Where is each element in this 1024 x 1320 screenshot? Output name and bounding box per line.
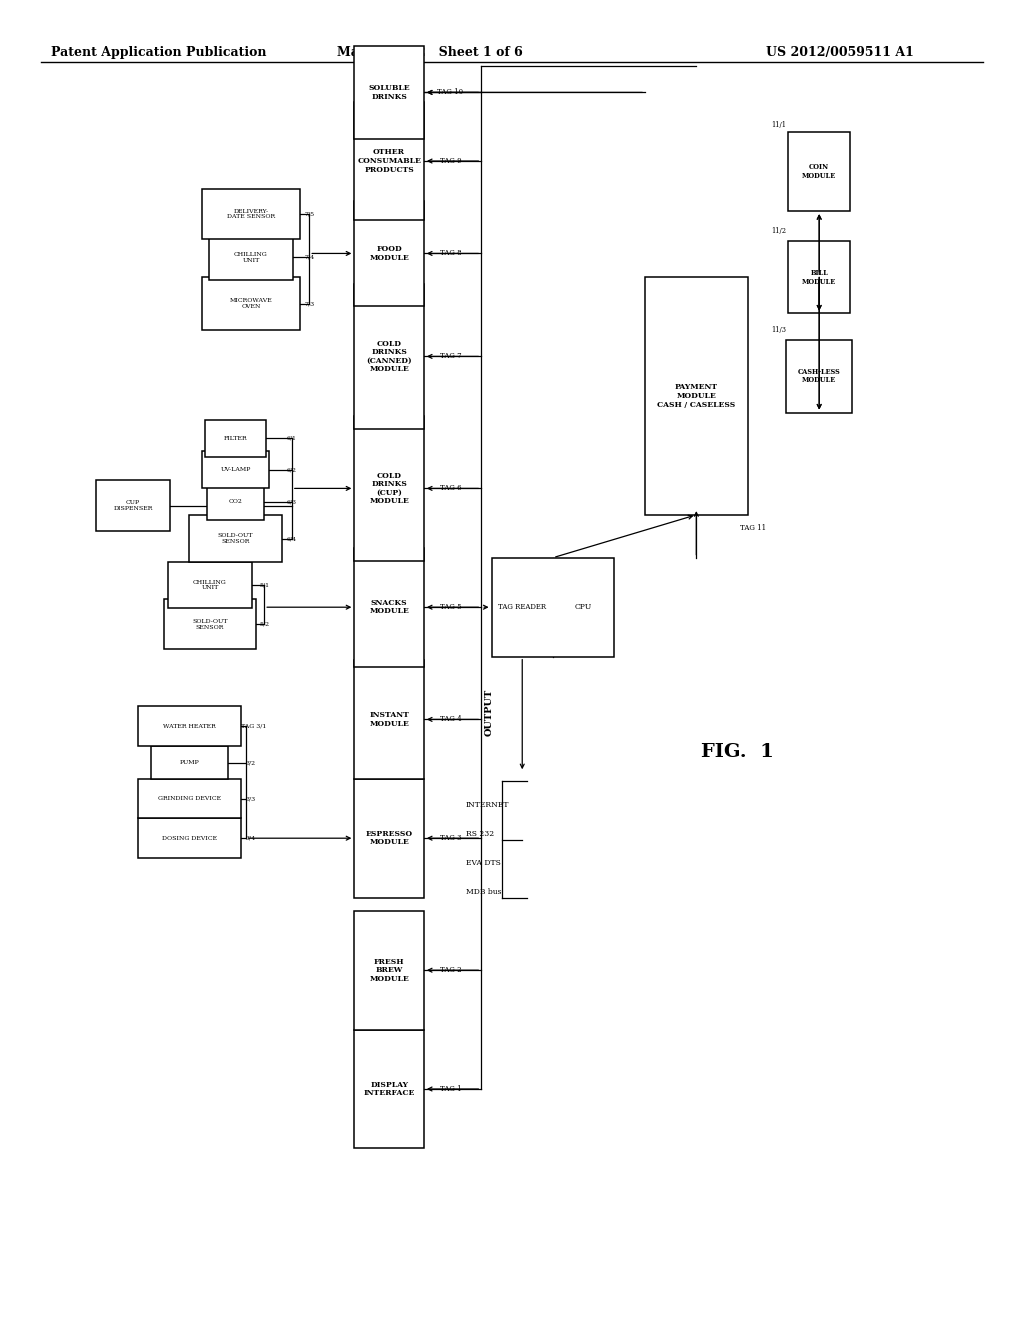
Text: MDB bus: MDB bus: [466, 888, 502, 896]
Text: SOLD-OUT
SENSOR: SOLD-OUT SENSOR: [218, 533, 253, 544]
Text: ESPRESSO
MODULE: ESPRESSO MODULE: [366, 830, 413, 846]
Text: WATER HEATER: WATER HEATER: [163, 723, 216, 729]
Text: TAG 10: TAG 10: [437, 88, 464, 96]
Text: DELIVERY-
DATE SENSOR: DELIVERY- DATE SENSOR: [227, 209, 274, 219]
Text: TAG 5: TAG 5: [439, 603, 462, 611]
Text: DOSING DEVICE: DOSING DEVICE: [162, 836, 217, 841]
Text: 7/4: 7/4: [304, 255, 314, 260]
Bar: [354, 911, 424, 1030]
Text: SOLD-OUT
SENSOR: SOLD-OUT SENSOR: [193, 619, 227, 630]
Text: 7/3: 7/3: [304, 301, 314, 306]
Bar: [203, 451, 268, 488]
Text: OUTPUT: OUTPUT: [485, 689, 494, 737]
Text: 3/3: 3/3: [246, 796, 256, 801]
Text: FRESH
BREW
MODULE: FRESH BREW MODULE: [370, 957, 409, 983]
Text: Mar. 8, 2012   Sheet 1 of 6: Mar. 8, 2012 Sheet 1 of 6: [337, 46, 523, 59]
Text: PUMP: PUMP: [179, 760, 200, 766]
Bar: [354, 779, 424, 898]
Text: 3/2: 3/2: [246, 760, 256, 766]
Bar: [138, 706, 241, 746]
Text: COLD
DRINKS
(CANNED)
MODULE: COLD DRINKS (CANNED) MODULE: [367, 339, 412, 374]
Bar: [354, 416, 424, 561]
Text: TAG 6: TAG 6: [439, 484, 462, 492]
Text: 6/1: 6/1: [287, 436, 297, 441]
Bar: [138, 818, 241, 858]
Bar: [203, 277, 299, 330]
Text: 6/4: 6/4: [287, 536, 297, 541]
Bar: [354, 102, 424, 220]
Text: TAG 3/1: TAG 3/1: [242, 723, 266, 729]
Bar: [354, 284, 424, 429]
Text: TAG 9: TAG 9: [439, 157, 462, 165]
Text: MICROWAVE
OVEN: MICROWAVE OVEN: [229, 298, 272, 309]
Bar: [205, 420, 266, 457]
Bar: [786, 339, 852, 412]
Bar: [354, 548, 424, 667]
Text: 5/2: 5/2: [259, 622, 269, 627]
Bar: [788, 132, 850, 211]
Bar: [168, 561, 252, 607]
Text: 11/1: 11/1: [771, 121, 785, 129]
Bar: [207, 483, 264, 520]
Text: FILTER: FILTER: [223, 436, 248, 441]
Text: INSTANT
MODULE: INSTANT MODULE: [370, 711, 409, 727]
Text: FOOD
MODULE: FOOD MODULE: [370, 246, 409, 261]
Text: SOLUBLE
DRINKS: SOLUBLE DRINKS: [369, 84, 410, 100]
Text: 6/3: 6/3: [287, 499, 297, 504]
Text: CO2: CO2: [228, 499, 243, 504]
Text: UV-LAMP: UV-LAMP: [220, 467, 251, 473]
Bar: [189, 515, 282, 562]
Bar: [164, 599, 256, 649]
Bar: [152, 747, 227, 779]
Text: CHILLING
UNIT: CHILLING UNIT: [194, 579, 226, 590]
Text: TAG READER: TAG READER: [499, 603, 546, 611]
Text: COIN
MODULE: COIN MODULE: [802, 164, 837, 180]
Text: 5/1: 5/1: [259, 582, 269, 587]
Bar: [354, 660, 424, 779]
Text: INTERNET: INTERNET: [466, 801, 509, 809]
Text: TAG 8: TAG 8: [439, 249, 462, 257]
Text: CUP
DISPENSER: CUP DISPENSER: [114, 500, 153, 511]
Text: TAG 11: TAG 11: [739, 524, 766, 532]
Text: CASH-LESS
MODULE: CASH-LESS MODULE: [798, 368, 841, 384]
Text: Patent Application Publication: Patent Application Publication: [51, 46, 266, 59]
Bar: [203, 189, 299, 239]
Bar: [96, 480, 170, 531]
Text: RS 232: RS 232: [466, 830, 494, 838]
Text: 6/2: 6/2: [287, 467, 297, 473]
Bar: [354, 1030, 424, 1148]
Text: PAYMENT
MODULE
CASH / CASELESS: PAYMENT MODULE CASH / CASELESS: [657, 383, 735, 409]
Text: SNACKS
MODULE: SNACKS MODULE: [370, 599, 409, 615]
Text: DISPLAY
INTERFACE: DISPLAY INTERFACE: [364, 1081, 415, 1097]
Text: CPU: CPU: [575, 603, 592, 611]
Text: TAG 1: TAG 1: [439, 1085, 462, 1093]
Bar: [492, 557, 614, 656]
Text: 3/4: 3/4: [246, 836, 256, 841]
Text: BILL
MODULE: BILL MODULE: [802, 269, 837, 285]
Text: COLD
DRINKS
(CUP)
MODULE: COLD DRINKS (CUP) MODULE: [370, 471, 409, 506]
Text: TAG 3: TAG 3: [440, 834, 461, 842]
Text: OTHER
CONSUMABLE
PRODUCTS: OTHER CONSUMABLE PRODUCTS: [357, 148, 421, 174]
Bar: [138, 779, 241, 818]
Text: CHILLING
UNIT: CHILLING UNIT: [234, 252, 267, 263]
Bar: [209, 234, 293, 280]
Text: TAG 7: TAG 7: [439, 352, 462, 360]
Text: TAG 4: TAG 4: [439, 715, 462, 723]
Bar: [354, 201, 424, 306]
Text: TAG 2: TAG 2: [439, 966, 462, 974]
Text: FIG.  1: FIG. 1: [700, 743, 774, 762]
Text: GRINDING DEVICE: GRINDING DEVICE: [158, 796, 221, 801]
Text: 11/3: 11/3: [771, 326, 785, 334]
Bar: [354, 46, 424, 139]
Text: 7/5: 7/5: [304, 211, 314, 216]
Bar: [645, 277, 748, 515]
Text: US 2012/0059511 A1: US 2012/0059511 A1: [766, 46, 913, 59]
Text: EVA DTS: EVA DTS: [466, 859, 501, 867]
Text: 11/2: 11/2: [771, 227, 785, 235]
Bar: [788, 240, 850, 313]
